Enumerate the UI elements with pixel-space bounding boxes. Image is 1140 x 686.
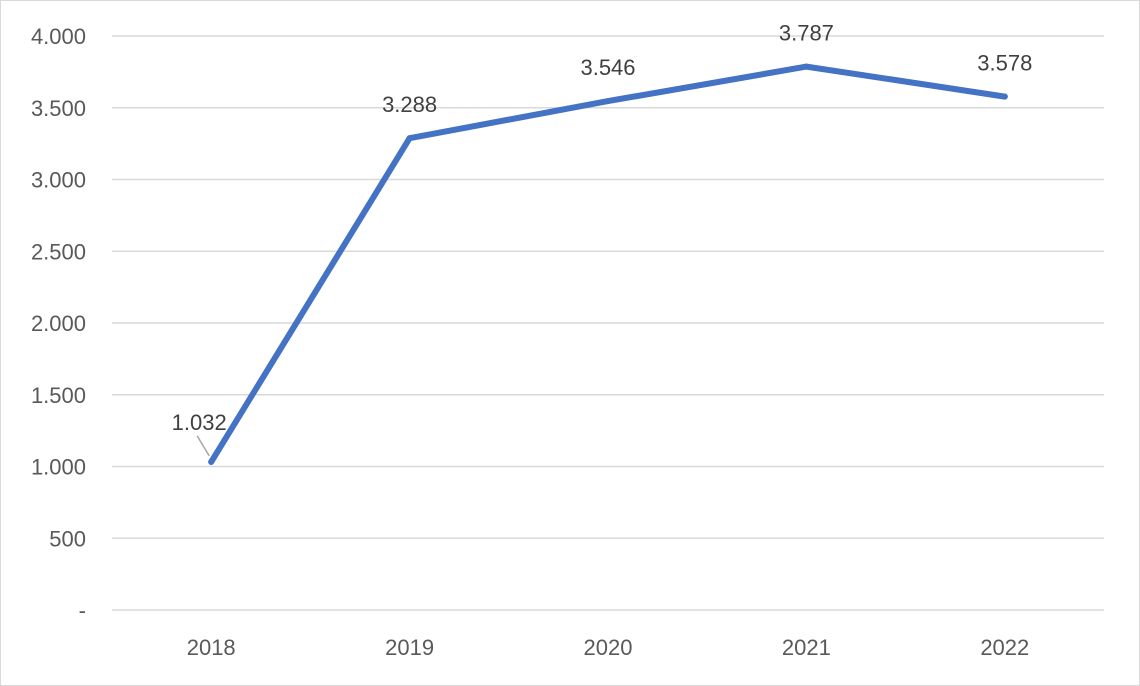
data-label: 1.032: [172, 410, 227, 435]
data-point: [208, 458, 215, 465]
x-tick-label: 2018: [187, 635, 236, 660]
data-point: [803, 63, 810, 70]
data-label: 3.578: [977, 51, 1032, 76]
series-line: [208, 63, 1008, 465]
y-tick-label: 3.500: [31, 96, 86, 121]
y-tick-label: -: [79, 598, 86, 623]
gridlines: [112, 35, 1104, 611]
y-tick-label: 2.500: [31, 239, 86, 264]
y-axis-tick-labels: - 500 1.000 1.500 2.000 2.500 3.000 3.500 4.000: [31, 24, 86, 623]
data-label: 3.787: [779, 21, 834, 46]
data-label: 3.546: [580, 55, 635, 80]
y-tick-label: 2.000: [31, 311, 86, 336]
x-axis-tick-labels: 2018 2019 2020 2021 2022: [187, 635, 1030, 660]
y-tick-label: 3.000: [31, 168, 86, 193]
data-point: [605, 98, 611, 105]
x-tick-label: 2019: [385, 635, 434, 660]
y-tick-label: 4.000: [31, 24, 86, 49]
data-point: [1001, 93, 1008, 100]
series-layer: [208, 63, 1008, 465]
y-tick-label: 1.500: [31, 383, 86, 408]
x-tick-label: 2021: [782, 635, 831, 660]
data-labels: 1.032 3.288 3.546 3.787 3.578: [172, 21, 1032, 457]
data-label: 3.288: [382, 92, 437, 117]
data-label-leader-line: [196, 435, 210, 457]
y-tick-label: 500: [49, 526, 86, 551]
y-tick-label: 1.000: [31, 455, 86, 480]
x-tick-label: 2020: [584, 635, 633, 660]
data-point: [406, 135, 413, 142]
x-tick-label: 2022: [980, 635, 1029, 660]
